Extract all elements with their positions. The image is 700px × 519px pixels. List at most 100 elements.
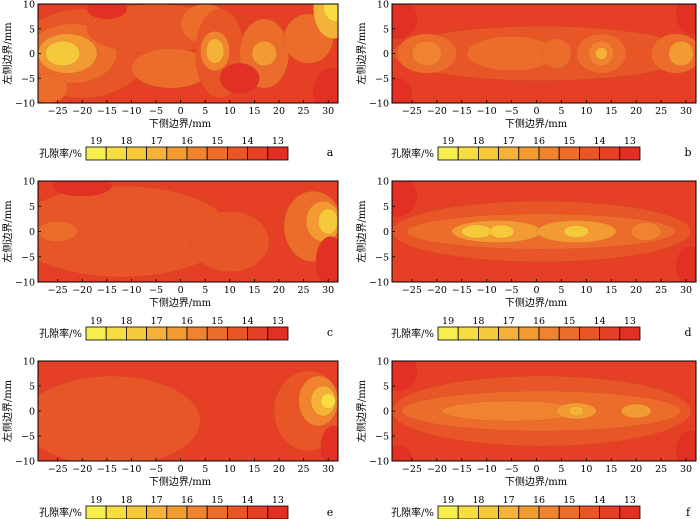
- x-tick-label: −5: [505, 464, 519, 475]
- x-tick-label: 5: [558, 285, 564, 296]
- colorbar-tick-label: 13: [624, 136, 636, 147]
- y-tick-label: 0: [29, 49, 35, 60]
- panel-d: −25 −20 −15 −10 −5 0 5 10 15 20 25 30 10 5 0 −5 −10 下侧边界/…: [355, 177, 697, 341]
- x-tick-label: 15: [248, 106, 260, 117]
- colorbar-swatch: [186, 505, 208, 519]
- y-axis-label: 左侧边界/mm: [1, 379, 14, 442]
- colorbar-swatch: [457, 146, 479, 161]
- x-tick-label: 30: [322, 285, 334, 296]
- heatmap-contour: [38, 73, 68, 103]
- x-tick-label: 10: [224, 285, 236, 296]
- x-tick-label: 30: [322, 464, 334, 475]
- colorbar-swatch: [247, 326, 269, 341]
- heatmap-contour: [392, 445, 413, 461]
- x-axis-label: 下侧边界/mm: [505, 296, 568, 309]
- x-tick-label: −15: [97, 106, 117, 117]
- heatmap-contour: [675, 4, 696, 34]
- panel-f: −25 −20 −15 −10 −5 0 5 10 15 20 25 30 10 5 0 −5 −10 下侧边界/…: [355, 357, 697, 519]
- panel-letter: b: [684, 146, 691, 159]
- colorbar-swatch: [498, 326, 520, 341]
- colorbar-tick-label: 18: [120, 495, 132, 506]
- heatmap-contour: [568, 405, 585, 417]
- x-tick-label: −20: [72, 285, 92, 296]
- colorbar-swatch: [85, 505, 107, 519]
- y-tick-label: 5: [29, 24, 35, 35]
- x-tick-label: 15: [605, 106, 617, 117]
- x-tick-label: 20: [273, 464, 285, 475]
- colorbar-swatch: [518, 146, 540, 161]
- heatmap-contour: [251, 40, 277, 67]
- heatmap-contour: [205, 38, 225, 64]
- colorbar-swatch: [85, 146, 107, 161]
- colorbar-tick-label: 15: [563, 495, 575, 506]
- colorbar-tick-label: 19: [90, 136, 102, 147]
- x-tick-label: 25: [655, 285, 667, 296]
- colorbar-tick-label: 15: [211, 495, 223, 506]
- x-tick-label: 30: [680, 285, 692, 296]
- x-tick-label: −20: [72, 106, 92, 117]
- heatmap-contour: [52, 181, 113, 197]
- x-tick-label: 25: [298, 464, 310, 475]
- colorbar-swatch: [226, 505, 248, 519]
- colorbar-swatch: [226, 146, 248, 161]
- colorbar-tick-label: 13: [272, 316, 284, 327]
- x-tick-label: 30: [680, 464, 692, 475]
- panel-a: −25 −20 −15 −10 −5 0 5 10 15 20 25 30 10 5 0 −5 −10 下侧边界/…: [1, 0, 339, 161]
- x-tick-label: 5: [558, 106, 564, 117]
- y-tick-label: 10: [23, 0, 35, 11]
- heatmap-contour: [45, 40, 81, 67]
- x-axis-label: 下侧边界/mm: [505, 475, 568, 488]
- colorbar-swatch: [126, 505, 148, 519]
- x-tick-label: −25: [402, 285, 422, 296]
- heatmap-field: [392, 181, 696, 282]
- x-tick-label: 20: [273, 285, 285, 296]
- colorbar-swatch: [538, 505, 560, 519]
- colorbar-swatch: [619, 505, 641, 519]
- colorbar-swatch: [538, 326, 560, 341]
- colorbar-swatch: [599, 146, 621, 161]
- colorbar-swatch: [166, 505, 188, 519]
- colorbar-swatch: [146, 326, 168, 341]
- heatmap-field: [392, 4, 696, 103]
- y-tick-label: 5: [29, 382, 35, 393]
- colorbar-tick-label: 17: [151, 495, 163, 506]
- heatmap-field: [392, 361, 696, 461]
- colorbar-swatch: [477, 505, 499, 519]
- colorbar-swatch: [105, 326, 127, 341]
- colorbar-tick-label: 18: [472, 495, 484, 506]
- colorbar-swatch: [146, 505, 168, 519]
- x-tick-label: −15: [452, 285, 472, 296]
- colorbar-tick-label: 16: [181, 316, 193, 327]
- x-tick-label: −10: [121, 106, 141, 117]
- y-tick-label: 0: [29, 227, 35, 238]
- colorbar-swatch: [186, 326, 208, 341]
- panel-letter: c: [327, 326, 333, 339]
- colorbar-tick-label: 14: [594, 495, 606, 506]
- colorbar-swatch: [498, 505, 520, 519]
- colorbar-tick-label: 15: [211, 316, 223, 327]
- x-tick-label: 5: [202, 464, 208, 475]
- y-tick-label: 10: [377, 357, 389, 368]
- x-tick-label: −15: [452, 464, 472, 475]
- colorbar-tick-label: 19: [90, 495, 102, 506]
- x-tick-label: −5: [149, 464, 163, 475]
- x-tick-label: 20: [630, 106, 642, 117]
- colorbar-swatch: [226, 326, 248, 341]
- heatmap-contour: [630, 222, 662, 241]
- colorbar-swatch: [206, 505, 228, 519]
- colorbar-label: 孔隙率/%: [39, 506, 82, 519]
- heatmap-contour: [38, 361, 122, 377]
- colorbar-tick-label: 17: [503, 316, 515, 327]
- x-tick-label: −25: [402, 464, 422, 475]
- colorbar-tick-label: 19: [90, 316, 102, 327]
- colorbar-tick-label: 16: [533, 316, 545, 327]
- x-axis-label: 下侧边界/mm: [149, 117, 212, 130]
- x-tick-label: −10: [121, 285, 141, 296]
- x-tick-label: −20: [427, 285, 447, 296]
- colorbar-tick-label: 15: [211, 136, 223, 147]
- x-tick-label: 15: [605, 285, 617, 296]
- colorbar-swatch: [146, 146, 168, 161]
- x-tick-label: −10: [477, 106, 497, 117]
- x-tick-label: 15: [248, 285, 260, 296]
